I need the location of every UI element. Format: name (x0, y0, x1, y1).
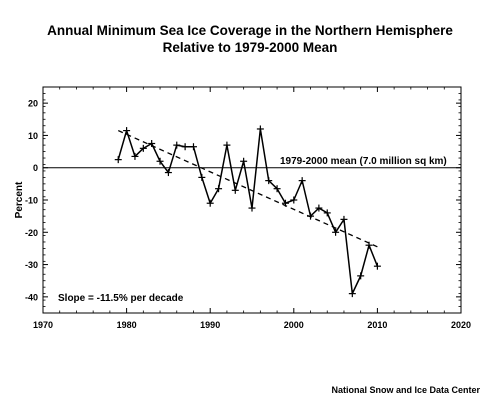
axis-ticks: 1970 1980 1990 2000 2010 202020100-10-20-30-4… (25, 86, 471, 330)
data-point (189, 143, 197, 151)
y-tick-label: -30 (25, 260, 38, 270)
data-point (357, 272, 365, 280)
data-point (365, 241, 373, 249)
x-tick-label: 2000 (284, 320, 304, 330)
series-line (117, 128, 379, 295)
x-tick-label: 1990 (200, 320, 220, 330)
x-tick-label: 1980 (117, 320, 137, 330)
slope-annotation: Slope = -11.5% per decade (58, 293, 184, 304)
y-tick-label: 10 (28, 131, 38, 141)
data-point (148, 140, 156, 147)
data-point (307, 212, 315, 220)
data-point (290, 196, 298, 204)
data-point (198, 173, 206, 181)
data-point (240, 157, 248, 165)
x-tick-label: 2010 (367, 320, 387, 330)
source-credit: National Snow and Ice Data Center (331, 385, 480, 395)
data-point (315, 204, 323, 212)
data-point (156, 157, 164, 165)
y-tick-label: -40 (25, 292, 38, 302)
y-tick-label: 20 (28, 99, 38, 109)
x-tick-label: 1970 (33, 320, 53, 330)
data-point (181, 143, 189, 151)
y-tick-label: 0 (33, 163, 38, 173)
data-point (323, 209, 331, 217)
y-tick-label: -10 (25, 196, 38, 206)
y-tick-label: -20 (25, 228, 38, 238)
data-point (373, 262, 381, 270)
data-point (273, 185, 281, 193)
data-point (340, 215, 348, 223)
plot-frame (42, 86, 462, 314)
reference-line-label: 1979-2000 mean (7.0 million sq km) (280, 156, 447, 167)
chart-title-line-2: Relative to 1979-2000 Mean (162, 40, 338, 55)
data-point (139, 144, 147, 152)
data-point (298, 177, 306, 185)
data-point (332, 228, 340, 236)
y-axis-label: Percent (14, 181, 25, 218)
data-point (206, 199, 214, 207)
data-point (123, 127, 131, 135)
data-point (223, 141, 231, 149)
data-point (114, 156, 122, 164)
data-point (348, 290, 356, 298)
data-point (173, 141, 181, 149)
chart-title-line-1: Annual Minimum Sea Ice Coverage in the N… (47, 23, 453, 38)
data-point (281, 199, 289, 207)
data-point (265, 177, 273, 185)
data-point (131, 152, 139, 160)
data-point (164, 169, 172, 177)
data-point (215, 185, 223, 193)
series-group (114, 125, 381, 298)
data-point (256, 125, 264, 133)
data-point (248, 204, 256, 212)
data-point (231, 186, 239, 194)
x-tick-label: 2020 (451, 320, 471, 330)
